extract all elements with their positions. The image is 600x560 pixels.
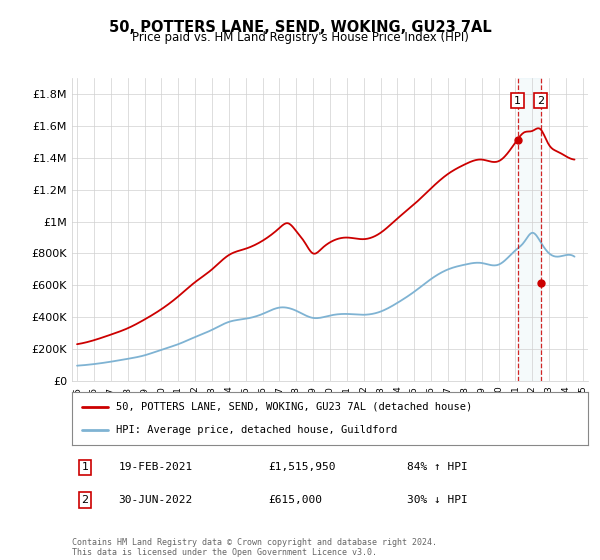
Text: 50, POTTERS LANE, SEND, WOKING, GU23 7AL (detached house): 50, POTTERS LANE, SEND, WOKING, GU23 7AL… <box>116 402 472 412</box>
Text: £1,515,950: £1,515,950 <box>268 463 335 473</box>
Text: 50, POTTERS LANE, SEND, WOKING, GU23 7AL: 50, POTTERS LANE, SEND, WOKING, GU23 7AL <box>109 20 491 35</box>
Text: 84% ↑ HPI: 84% ↑ HPI <box>407 463 468 473</box>
Text: Price paid vs. HM Land Registry's House Price Index (HPI): Price paid vs. HM Land Registry's House … <box>131 31 469 44</box>
Text: Contains HM Land Registry data © Crown copyright and database right 2024.
This d: Contains HM Land Registry data © Crown c… <box>72 538 437 557</box>
Text: 1: 1 <box>82 463 88 473</box>
Bar <box>518 78 541 381</box>
Text: £615,000: £615,000 <box>268 495 322 505</box>
Text: 19-FEB-2021: 19-FEB-2021 <box>118 463 193 473</box>
Text: 1: 1 <box>514 96 521 106</box>
Text: 2: 2 <box>82 495 88 505</box>
Text: 30-JUN-2022: 30-JUN-2022 <box>118 495 193 505</box>
Text: 30% ↓ HPI: 30% ↓ HPI <box>407 495 468 505</box>
Text: 2: 2 <box>537 96 544 106</box>
Text: HPI: Average price, detached house, Guildford: HPI: Average price, detached house, Guil… <box>116 425 397 435</box>
